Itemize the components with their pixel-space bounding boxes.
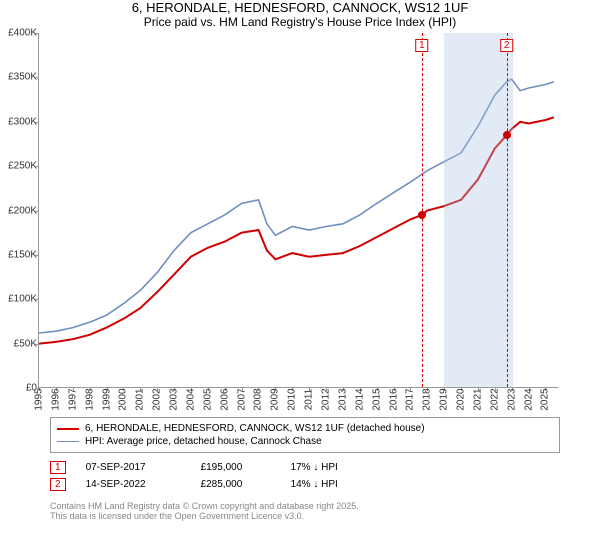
x-tick-label: 2005 [202, 388, 213, 410]
y-tick-label: £300K [1, 116, 37, 127]
x-tick-label: 2011 [304, 389, 315, 411]
plot-region: £0£50K£100K£150K£200K£250K£300K£350K£400… [38, 33, 558, 388]
x-tick-label: 2018 [422, 388, 433, 410]
legend-box: 6, HERONDALE, HEDNESFORD, CANNOCK, WS12 … [50, 417, 560, 453]
x-tick-label: 2025 [540, 388, 551, 410]
x-tick-label: 1996 [50, 388, 61, 410]
marker-label: 1 [415, 39, 429, 52]
legend-item: HPI: Average price, detached house, Cann… [57, 435, 553, 448]
sale-row: 1 07-SEP-2017 £195,000 17% ↓ HPI [50, 459, 560, 476]
y-tick-label: £250K [1, 161, 37, 172]
x-tick-label: 2003 [169, 388, 180, 410]
legend-label: HPI: Average price, detached house, Cann… [85, 436, 322, 447]
y-tick-mark [35, 77, 39, 78]
y-tick-mark [35, 33, 39, 34]
legend-swatch [57, 428, 79, 430]
chart-area: £0£50K£100K£150K£200K£250K£300K£350K£400… [38, 33, 598, 413]
sales-table: 1 07-SEP-2017 £195,000 17% ↓ HPI 2 14-SEP-202… [50, 459, 560, 493]
x-tick-label: 1997 [67, 388, 78, 410]
chart-subtitle: Price paid vs. HM Land Registry's House … [0, 15, 600, 29]
x-tick-label: 2015 [371, 388, 382, 410]
y-tick-label: £50K [1, 338, 37, 349]
sale-date: 07-SEP-2017 [86, 462, 181, 473]
legend-item: 6, HERONDALE, HEDNESFORD, CANNOCK, WS12 … [57, 422, 553, 435]
y-tick-mark [35, 122, 39, 123]
sale-badge: 2 [50, 478, 66, 491]
sale-diff: 17% ↓ HPI [291, 462, 391, 473]
y-tick-mark [35, 211, 39, 212]
x-tick-label: 2016 [388, 388, 399, 410]
footer-line: Contains HM Land Registry data © Crown c… [50, 501, 600, 511]
x-tick-label: 1999 [101, 388, 112, 410]
x-tick-label: 2012 [321, 388, 332, 410]
legend-swatch [57, 441, 79, 443]
chart-title: 6, HERONDALE, HEDNESFORD, CANNOCK, WS12 … [0, 0, 600, 15]
y-tick-mark [35, 299, 39, 300]
x-tick-label: 2013 [337, 388, 348, 410]
x-tick-label: 2009 [270, 388, 281, 410]
x-tick-label: 2002 [152, 388, 163, 410]
y-tick-label: £200K [1, 205, 37, 216]
sale-price: £195,000 [201, 462, 271, 473]
footer-line: This data is licensed under the Open Gov… [50, 511, 600, 521]
marker-line [507, 33, 508, 387]
y-tick-mark [35, 344, 39, 345]
y-tick-label: £100K [1, 294, 37, 305]
x-tick-label: 2022 [489, 388, 500, 410]
x-tick-label: 2000 [118, 388, 129, 410]
x-tick-label: 2021 [472, 388, 483, 410]
x-tick-label: 1998 [84, 388, 95, 410]
sale-date: 14-SEP-2022 [86, 479, 181, 490]
sale-point [503, 131, 511, 139]
x-tick-label: 2017 [405, 388, 416, 410]
footer-attribution: Contains HM Land Registry data © Crown c… [50, 501, 600, 521]
x-tick-label: 2006 [219, 388, 230, 410]
x-tick-label: 2023 [506, 388, 517, 410]
x-tick-label: 2020 [456, 388, 467, 410]
sale-diff: 14% ↓ HPI [291, 479, 391, 490]
x-tick-label: 2024 [523, 388, 534, 410]
legend-label: 6, HERONDALE, HEDNESFORD, CANNOCK, WS12 … [85, 423, 425, 434]
x-tick-label: 2004 [185, 388, 196, 410]
shaded-region [444, 33, 513, 387]
x-tick-label: 2007 [236, 388, 247, 410]
y-tick-label: £350K [1, 72, 37, 83]
x-tick-label: 2001 [135, 388, 146, 410]
y-tick-label: £150K [1, 249, 37, 260]
y-tick-label: £400K [1, 28, 37, 39]
x-tick-label: 1995 [34, 388, 45, 410]
x-tick-label: 2019 [439, 388, 450, 410]
x-tick-label: 2010 [287, 388, 298, 410]
y-tick-mark [35, 166, 39, 167]
x-tick-label: 2014 [354, 388, 365, 410]
marker-label: 2 [500, 39, 514, 52]
sale-badge: 1 [50, 461, 66, 474]
y-tick-mark [35, 255, 39, 256]
sale-row: 2 14-SEP-2022 £285,000 14% ↓ HPI [50, 476, 560, 493]
sale-point [418, 211, 426, 219]
sale-price: £285,000 [201, 479, 271, 490]
x-tick-label: 2008 [253, 388, 264, 410]
y-tick-label: £0 [1, 383, 37, 394]
